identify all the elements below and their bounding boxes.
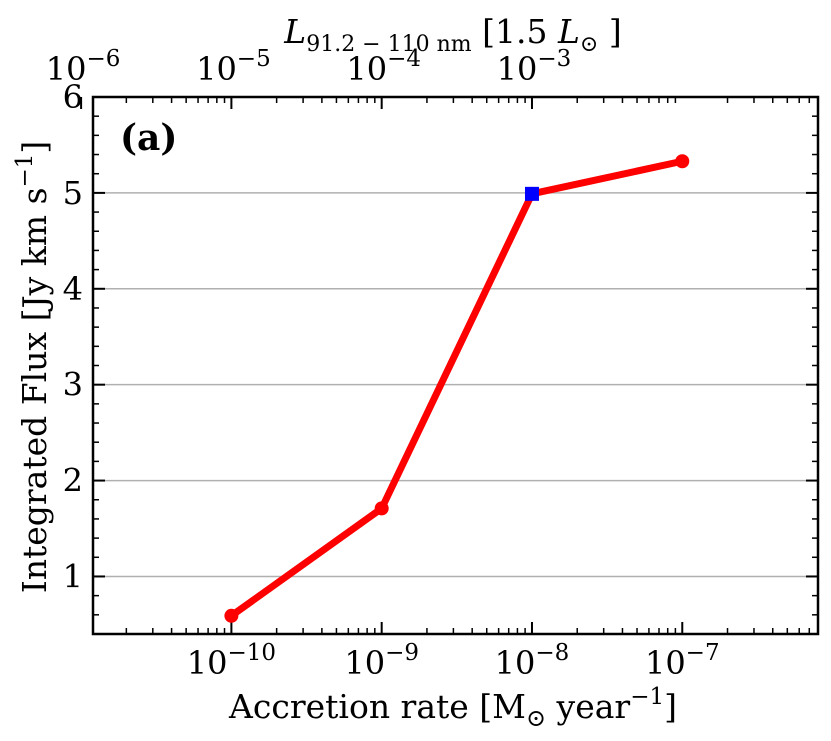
highlight-point (524, 186, 539, 201)
x-tick-label: 10−7 (645, 640, 720, 682)
ytick-labels: 1 2 3 4 5 6 (63, 78, 83, 595)
x-axis-label-sun: ⊙ (526, 704, 546, 732)
y-tick-label: 1 (63, 557, 83, 595)
y-tick-label: 5 (63, 174, 83, 212)
top-axis-label-sub: 91.2 − 110 nm (306, 32, 472, 57)
minor-ticks (93, 97, 819, 635)
grid-layer (93, 192, 818, 578)
x-axis-label-close: ] (664, 687, 677, 726)
series-line (227, 157, 686, 620)
y-tick-label: 3 (63, 366, 83, 404)
top-axis-label-L: L (283, 12, 306, 51)
plot-frame (91, 95, 820, 636)
top-tick-label: 10−4 (346, 46, 421, 88)
top-tick-label: 10−3 (497, 46, 572, 88)
data-point (224, 608, 239, 623)
top-axis-label: L91.2 − 110 nm [1.5 L⊙ ] (283, 12, 621, 57)
x-tick-label: 10−9 (344, 640, 419, 682)
x-axis-label-exp: −1 (630, 684, 664, 710)
y-axis-label-main: Integrated Flux [Jy km s (15, 187, 54, 593)
x-tick-label: 10−10 (187, 640, 276, 682)
panel-label: (a) (120, 117, 177, 159)
y-axis-label-exp: −1 (12, 154, 38, 188)
x-axis-label-tail: year (546, 687, 630, 726)
top-tick-label: 10−5 (196, 46, 271, 88)
top-axis-label-close: ] (598, 12, 621, 51)
x-axis-label-main: Accretion rate [M (228, 687, 526, 726)
y-tick-label: 6 (63, 78, 83, 116)
top-axis-label-L2: L (557, 12, 580, 51)
x-axis-label: Accretion rate [M⊙ year−1] (228, 684, 677, 732)
xtick-labels: 10−10 10−9 10−8 10−7 (187, 640, 720, 682)
y-axis-label-close: ] (15, 141, 54, 154)
data-point (675, 154, 690, 169)
y-tick-label: 2 (63, 462, 83, 500)
top-axis-label-open: [1.5 (472, 12, 558, 51)
data-point (374, 501, 389, 516)
x-tick-label: 10−8 (495, 640, 570, 682)
top-tick-labels: 10−6 10−5 10−4 10−3 (46, 46, 572, 88)
y-axis-label: Integrated Flux [Jy km s−1] (12, 141, 54, 594)
top-axis-label-sun: ⊙ (580, 32, 598, 57)
y-tick-label: 4 (63, 270, 83, 308)
top-tick-label: 10−6 (46, 46, 121, 88)
series-layer (224, 154, 690, 623)
